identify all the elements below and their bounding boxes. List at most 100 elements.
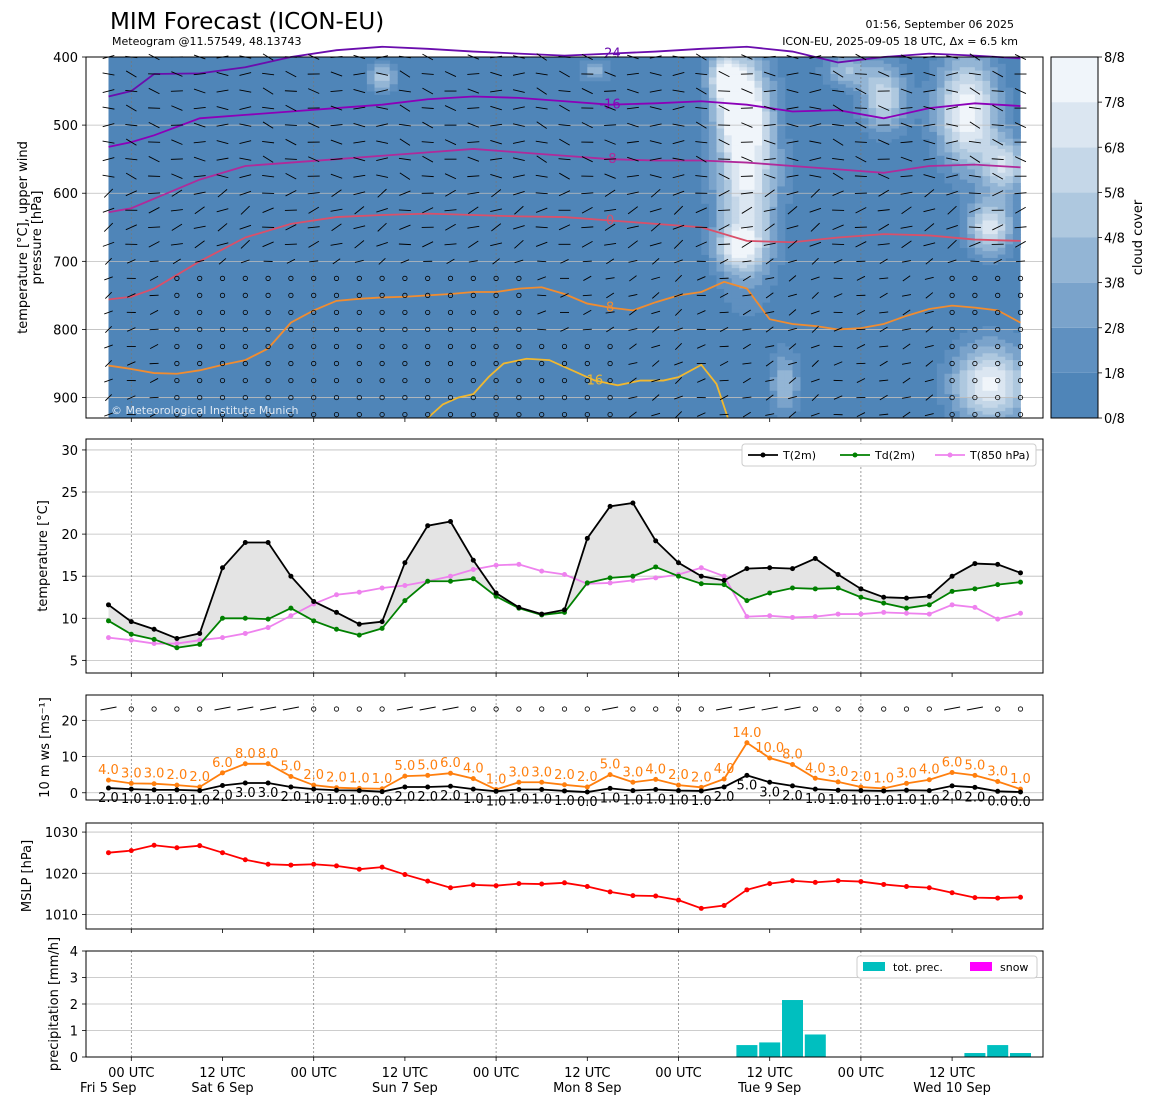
- cloud-cell: [732, 74, 740, 78]
- cloud-cell: [762, 220, 770, 224]
- cloud-cell: [762, 203, 770, 207]
- cloud-cell: [990, 152, 998, 156]
- cloud-cell: [777, 139, 785, 143]
- cloud-cell: [967, 401, 975, 405]
- cloud-cell: [983, 214, 991, 218]
- cloud-cell: [990, 183, 998, 187]
- cloud-cell: [975, 370, 983, 374]
- cloud-cell: [945, 391, 953, 395]
- cloud-cell: [777, 203, 785, 207]
- cloud-cell: [967, 360, 975, 364]
- surface-calm-marker: [198, 707, 202, 711]
- cloud-cell: [755, 231, 763, 235]
- cloud-cell: [755, 71, 763, 75]
- point-mslp: [790, 878, 795, 883]
- point-mslp: [152, 843, 157, 848]
- cloud-cell: [762, 129, 770, 133]
- point-T(2m): [630, 500, 635, 505]
- cloud-cell: [998, 94, 1006, 98]
- cloud-cell: [701, 64, 709, 68]
- cloud-cell: [732, 186, 740, 190]
- cloud-cell: [960, 203, 968, 207]
- wind-barb: [148, 227, 160, 228]
- cloud-cell: [739, 248, 747, 252]
- pressure-axis-3-label: 700: [53, 255, 78, 270]
- cloud-cell: [777, 94, 785, 98]
- cloud-cell: [937, 398, 945, 402]
- precip-axis-4-label: 4: [70, 945, 78, 960]
- cloud-cell: [717, 149, 725, 153]
- cloud-cell: [990, 91, 998, 95]
- cloud-cell: [891, 98, 899, 102]
- cloud-cell: [724, 238, 732, 242]
- cloud-cell: [998, 129, 1006, 133]
- cloud-cell: [952, 370, 960, 374]
- cloud-cell: [891, 64, 899, 68]
- cloud-cell: [1013, 231, 1021, 235]
- point-gust: [904, 781, 909, 786]
- cloud-cell: [967, 411, 975, 415]
- cloud-cell: [861, 81, 869, 85]
- cloud-cell: [709, 146, 717, 150]
- cloud-cell: [724, 299, 732, 303]
- cloud-cell: [770, 231, 778, 235]
- cloud-cell: [983, 142, 991, 146]
- data-label-gust: 6.0: [440, 756, 461, 771]
- cloud-cell: [724, 64, 732, 68]
- cloud-cell: [755, 118, 763, 122]
- cloud-cell: [1005, 401, 1013, 405]
- cloud-cell: [739, 91, 747, 95]
- cloud-cell: [975, 186, 983, 190]
- cloud-cell: [990, 115, 998, 119]
- data-label-wind speed: 1.0: [349, 794, 370, 809]
- cloud-cell: [777, 244, 785, 248]
- cloud-cell: [709, 74, 717, 78]
- cloud-cell: [998, 173, 1006, 177]
- cloud-cell: [717, 118, 725, 122]
- cloud-cell: [777, 234, 785, 238]
- cloud-cell: [998, 197, 1006, 201]
- cloud-cell: [952, 111, 960, 115]
- cloud-cell: [724, 248, 732, 252]
- cloud-cell: [1005, 329, 1013, 333]
- point-mslp: [836, 878, 841, 883]
- cloud-cell: [983, 398, 991, 402]
- cloud-cell: [732, 94, 740, 98]
- cloud-cell: [770, 183, 778, 187]
- y-axis-label-3: MSLP [hPa]: [20, 840, 35, 912]
- cloud-cell: [717, 203, 725, 207]
- point-Td(2m): [790, 585, 795, 590]
- cloud-cell: [755, 210, 763, 214]
- legend-label-tot. prec.: tot. prec.: [893, 961, 943, 974]
- cloud-cell: [777, 384, 785, 388]
- cloud-cell: [732, 275, 740, 279]
- cloud-cell: [732, 309, 740, 313]
- point-T(850 hPa): [858, 612, 863, 617]
- cloud-cell: [983, 346, 991, 350]
- cloud-cell: [846, 91, 854, 95]
- cloud-cell: [967, 343, 975, 347]
- cloud-cell: [717, 108, 725, 112]
- cloud-cell: [717, 115, 725, 119]
- cloud-cell: [777, 350, 785, 354]
- cloud-cell: [929, 135, 937, 139]
- cloud-cell: [876, 81, 884, 85]
- cloud-cell: [937, 169, 945, 173]
- cloud-cell: [1005, 210, 1013, 214]
- cloud-cell: [983, 217, 991, 221]
- cloud-cell: [945, 67, 953, 71]
- point-T(2m): [425, 523, 430, 528]
- cloud-cell: [929, 84, 937, 88]
- point-T(850 hPa): [129, 638, 134, 643]
- cloud-cell: [755, 108, 763, 112]
- cloud-cell: [876, 67, 884, 71]
- cloud-cell: [960, 391, 968, 395]
- point-mslp: [653, 894, 658, 899]
- cloud-cell: [891, 88, 899, 92]
- cloud-cell: [1013, 336, 1021, 340]
- cloud-cell: [709, 156, 717, 160]
- cloud-cell: [861, 60, 869, 64]
- cloud-cell: [937, 98, 945, 102]
- cloud-cell: [838, 81, 846, 85]
